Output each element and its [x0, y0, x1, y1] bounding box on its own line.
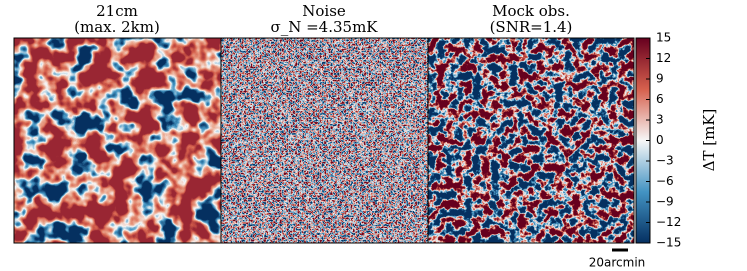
tick-label: 15 [656, 31, 671, 45]
panel-subtitle: (max. 2km) [74, 18, 160, 36]
scale-bar-label: 20arcmin [589, 256, 646, 270]
tick-label: −3 [656, 154, 674, 168]
tick-label: −12 [656, 215, 681, 229]
tick-label: −15 [656, 236, 681, 250]
tick-label: 0 [656, 133, 664, 147]
panel-title: Mock obs. [492, 2, 570, 20]
frame [13, 37, 635, 244]
panel-image [14, 38, 221, 243]
panel-subtitle: σ_N =4.35mK [270, 18, 378, 36]
panel-title: Noise [302, 2, 346, 20]
panel-image [221, 38, 428, 243]
tick-label: −6 [656, 174, 674, 188]
tick-label: 9 [656, 72, 664, 86]
tick-label: 3 [656, 113, 664, 127]
tick-label: −9 [656, 195, 674, 209]
panel-subtitle: (SNR=1.4) [490, 18, 573, 36]
colorbar-label: ΔT [mK] [700, 109, 718, 172]
tick-label: 12 [656, 51, 671, 65]
panel-title: 21cm [96, 2, 138, 20]
tick-label: 6 [656, 92, 664, 106]
panel-image [428, 38, 634, 243]
